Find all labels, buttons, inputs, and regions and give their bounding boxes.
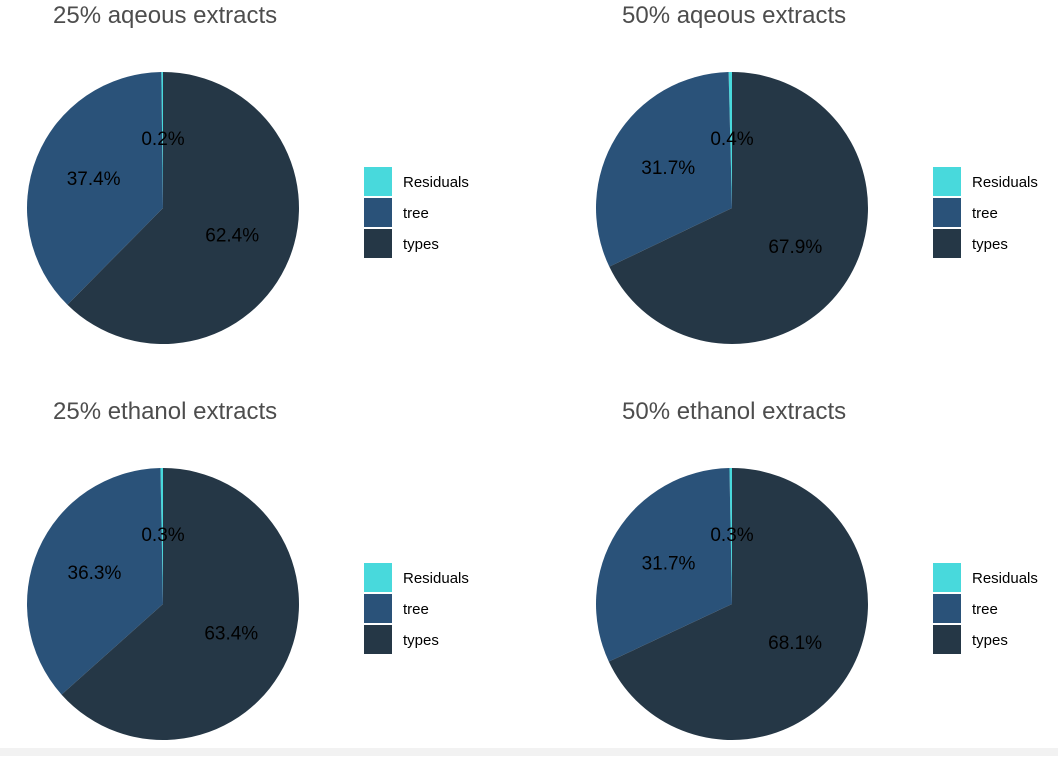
- pie-chart: 0.2% 37.4% 62.4%: [26, 72, 299, 345]
- legend-label: tree: [403, 601, 429, 618]
- pie-slice-types: [61, 468, 300, 740]
- chart-panel-2: 50% aqeous extracts 0.4% 31.7% 67.9% Resid…: [569, 0, 1058, 378]
- legend-label: Residuals: [972, 174, 1038, 191]
- pie-slice-types: [609, 72, 868, 344]
- pie-slice-residuals: [160, 468, 163, 604]
- pie-chart: 0.3% 36.3% 63.4%: [27, 468, 300, 740]
- pie-slice-tree: [26, 72, 163, 305]
- pie-slice-tree: [27, 468, 164, 695]
- data-label-tree: 31.7%: [642, 553, 696, 574]
- bottom-band: [0, 748, 1058, 756]
- data-label-residuals: 0.3%: [141, 525, 184, 546]
- legend-swatch: [933, 198, 961, 227]
- chart-panel-1: 25% aqeous extracts 0.2% 37.4% 62.4% Resid…: [0, 0, 529, 378]
- pie-slice-tree: [596, 72, 732, 267]
- pie-slice-types: [608, 468, 868, 740]
- legend-swatch: [364, 625, 392, 654]
- chart-panel-4: 50% ethanol extracts 0.3% 31.7% 68.1% Resi…: [569, 396, 1058, 774]
- legend-swatch: [933, 229, 961, 258]
- legend-label: types: [403, 236, 439, 253]
- chart-title: 50% ethanol extracts: [622, 398, 847, 425]
- data-label-tree: 36.3%: [68, 563, 122, 584]
- data-label-residuals: 0.3%: [710, 525, 753, 546]
- data-label-types: 63.4%: [204, 624, 258, 645]
- chart-title: 25% aqeous extracts: [53, 2, 278, 29]
- data-label-types: 68.1%: [768, 633, 822, 654]
- legend-swatch: [933, 167, 961, 196]
- legend-label: Residuals: [403, 174, 469, 191]
- data-label-types: 62.4%: [205, 225, 259, 246]
- data-label-tree: 31.7%: [641, 158, 695, 179]
- legend-swatch: [364, 594, 392, 623]
- chart-title: 50% aqeous extracts: [622, 2, 847, 29]
- legend-swatch: [933, 563, 961, 592]
- legend-swatch: [933, 625, 961, 654]
- data-label-residuals: 0.4%: [710, 129, 753, 150]
- legend-label: tree: [403, 205, 429, 222]
- legend-swatch: [933, 594, 961, 623]
- pie-slice-residuals: [728, 72, 732, 208]
- legend-label: Residuals: [972, 570, 1038, 587]
- data-label-residuals: 0.2%: [141, 129, 184, 150]
- pie-slice-types: [67, 72, 299, 345]
- pie-chart: 0.4% 31.7% 67.9%: [596, 72, 868, 344]
- pie-chart: 0.3% 31.7% 68.1%: [596, 468, 868, 740]
- legend-label: types: [403, 632, 439, 649]
- legend-swatch: [364, 198, 392, 227]
- data-label-types: 67.9%: [768, 237, 822, 258]
- legend-swatch: [364, 229, 392, 258]
- legend-swatch: [364, 167, 392, 196]
- chart-panel-3: 25% ethanol extracts 0.3% 36.3% 63.4% Resi…: [0, 396, 529, 774]
- legend-swatch: [364, 563, 392, 592]
- legend-label: Residuals: [403, 570, 469, 587]
- pie-slice-residuals: [161, 72, 163, 208]
- chart-title: 25% ethanol extracts: [53, 398, 278, 425]
- data-label-tree: 37.4%: [67, 169, 121, 190]
- legend-label: types: [972, 236, 1008, 253]
- legend-label: types: [972, 632, 1008, 649]
- pie-slice-tree: [596, 468, 732, 662]
- pie-slice-residuals: [729, 468, 732, 604]
- legend-label: tree: [972, 205, 998, 222]
- legend-label: tree: [972, 601, 998, 618]
